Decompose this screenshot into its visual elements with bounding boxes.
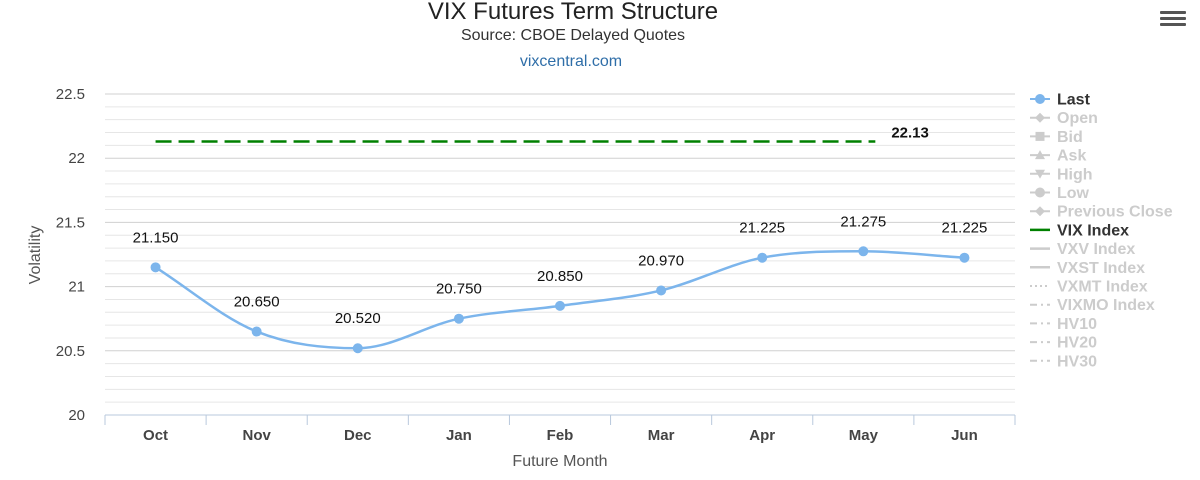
legend-item[interactable]: HV20 bbox=[1030, 335, 1097, 352]
legend-label: VXST Index bbox=[1057, 260, 1145, 277]
legend-label: Ask bbox=[1057, 148, 1086, 165]
last-data-label: 21.150 bbox=[133, 229, 179, 246]
legend-label: Previous Close bbox=[1057, 204, 1173, 221]
last-data-point bbox=[251, 326, 262, 337]
last-data-point bbox=[757, 252, 768, 263]
y-axis: 22.5 22 21.5 21 20.5 20 bbox=[56, 86, 85, 424]
legend-label: VIXMO Index bbox=[1057, 297, 1155, 314]
menu-bar bbox=[1160, 11, 1186, 14]
legend-label: HV20 bbox=[1057, 335, 1097, 352]
last-data-label: 20.750 bbox=[436, 281, 482, 298]
legend-item[interactable]: Last bbox=[1030, 92, 1091, 109]
legend-item[interactable]: VXMT Index bbox=[1030, 279, 1148, 296]
legend-label: High bbox=[1057, 166, 1093, 183]
legend-item[interactable]: VIXMO Index bbox=[1030, 297, 1155, 314]
legend-item[interactable]: HV10 bbox=[1030, 316, 1097, 333]
last-data-point bbox=[555, 300, 565, 311]
legend-square-icon bbox=[1035, 131, 1045, 141]
last-data-label: 20.650 bbox=[234, 294, 280, 311]
y-tick-label: 22 bbox=[68, 150, 85, 167]
legend-diamond-icon bbox=[1035, 112, 1045, 123]
legend-label: Bid bbox=[1057, 129, 1083, 146]
legend-circle-icon bbox=[1035, 94, 1045, 104]
legend-item[interactable]: Previous Close bbox=[1030, 204, 1173, 221]
y-tick-label: 20 bbox=[68, 407, 85, 424]
last-data-point bbox=[959, 252, 970, 263]
last-data-label: 21.225 bbox=[941, 220, 987, 237]
legend-label: Last bbox=[1057, 92, 1091, 109]
legend-label: HV30 bbox=[1057, 353, 1097, 370]
legend-diamond-icon bbox=[1035, 206, 1045, 217]
x-tick-label: May bbox=[849, 427, 879, 444]
menu-bar bbox=[1160, 23, 1186, 26]
legend-label: HV10 bbox=[1057, 316, 1097, 333]
y-tick-label: 21 bbox=[68, 279, 85, 296]
chart-subtitle: Source: CBOE Delayed Quotes bbox=[461, 27, 685, 44]
legend-item[interactable]: Open bbox=[1030, 110, 1098, 127]
hamburger-menu-icon[interactable] bbox=[1160, 8, 1186, 32]
x-tick-label: Apr bbox=[749, 427, 775, 444]
menu-bar bbox=[1160, 17, 1186, 20]
x-tick-label: Jun bbox=[951, 427, 978, 444]
legend-item[interactable]: HV30 bbox=[1030, 353, 1097, 370]
y-tick-label: 22.5 bbox=[56, 86, 85, 103]
legend-item[interactable]: Low bbox=[1030, 185, 1090, 202]
last-data-label: 21.225 bbox=[739, 220, 785, 237]
legend-circle-icon bbox=[1035, 187, 1045, 198]
chart-title: VIX Futures Term Structure bbox=[428, 0, 718, 25]
legend-item[interactable]: VIX Index bbox=[1030, 222, 1129, 239]
x-axis: Oct Nov Dec Jan Feb Mar Apr May Jun bbox=[104, 414, 1016, 444]
last-data-point bbox=[150, 262, 161, 273]
legend-label: VIX Index bbox=[1057, 222, 1129, 239]
legend-item[interactable]: Bid bbox=[1030, 129, 1083, 146]
last-data-label: 20.850 bbox=[537, 268, 583, 285]
x-tick-label: Feb bbox=[547, 427, 574, 444]
legend-item[interactable]: VXV Index bbox=[1030, 241, 1135, 258]
legend-label: Open bbox=[1057, 110, 1098, 127]
x-tick-label: Mar bbox=[648, 427, 675, 444]
x-tick-label: Dec bbox=[344, 427, 372, 444]
y-axis-title: Volatility bbox=[27, 226, 44, 285]
x-tick-label: Nov bbox=[242, 427, 271, 444]
last-data-point bbox=[858, 246, 869, 257]
y-tick-label: 20.5 bbox=[56, 343, 85, 360]
last-data-point bbox=[656, 285, 667, 296]
x-axis-title: Future Month bbox=[512, 453, 607, 470]
x-tick-label: Jan bbox=[446, 427, 472, 444]
legend-item[interactable]: Ask bbox=[1030, 148, 1086, 165]
legend-item[interactable]: VXST Index bbox=[1030, 260, 1145, 277]
legend-item[interactable]: High bbox=[1030, 166, 1093, 183]
plot-series: 22.13 21.150 20.650 20.520 20.750 20.850 20.97… bbox=[133, 125, 987, 354]
legend-label: VXMT Index bbox=[1057, 279, 1148, 296]
last-data-label: 21.275 bbox=[840, 213, 886, 230]
legend-label: VXV Index bbox=[1057, 241, 1135, 258]
legend-triangle-icon bbox=[1035, 150, 1045, 160]
vix-index-label: 22.13 bbox=[891, 125, 929, 142]
x-tick-label: Oct bbox=[143, 427, 168, 444]
last-data-point bbox=[453, 313, 464, 324]
last-data-label: 20.970 bbox=[638, 252, 684, 269]
last-data-point bbox=[352, 343, 363, 354]
legend-label: Low bbox=[1057, 185, 1090, 202]
source-link[interactable]: vixcentral.com bbox=[520, 53, 622, 70]
last-data-label: 20.520 bbox=[335, 310, 381, 327]
y-tick-label: 21.5 bbox=[56, 214, 85, 231]
legend-triangle-down-icon bbox=[1035, 169, 1045, 179]
